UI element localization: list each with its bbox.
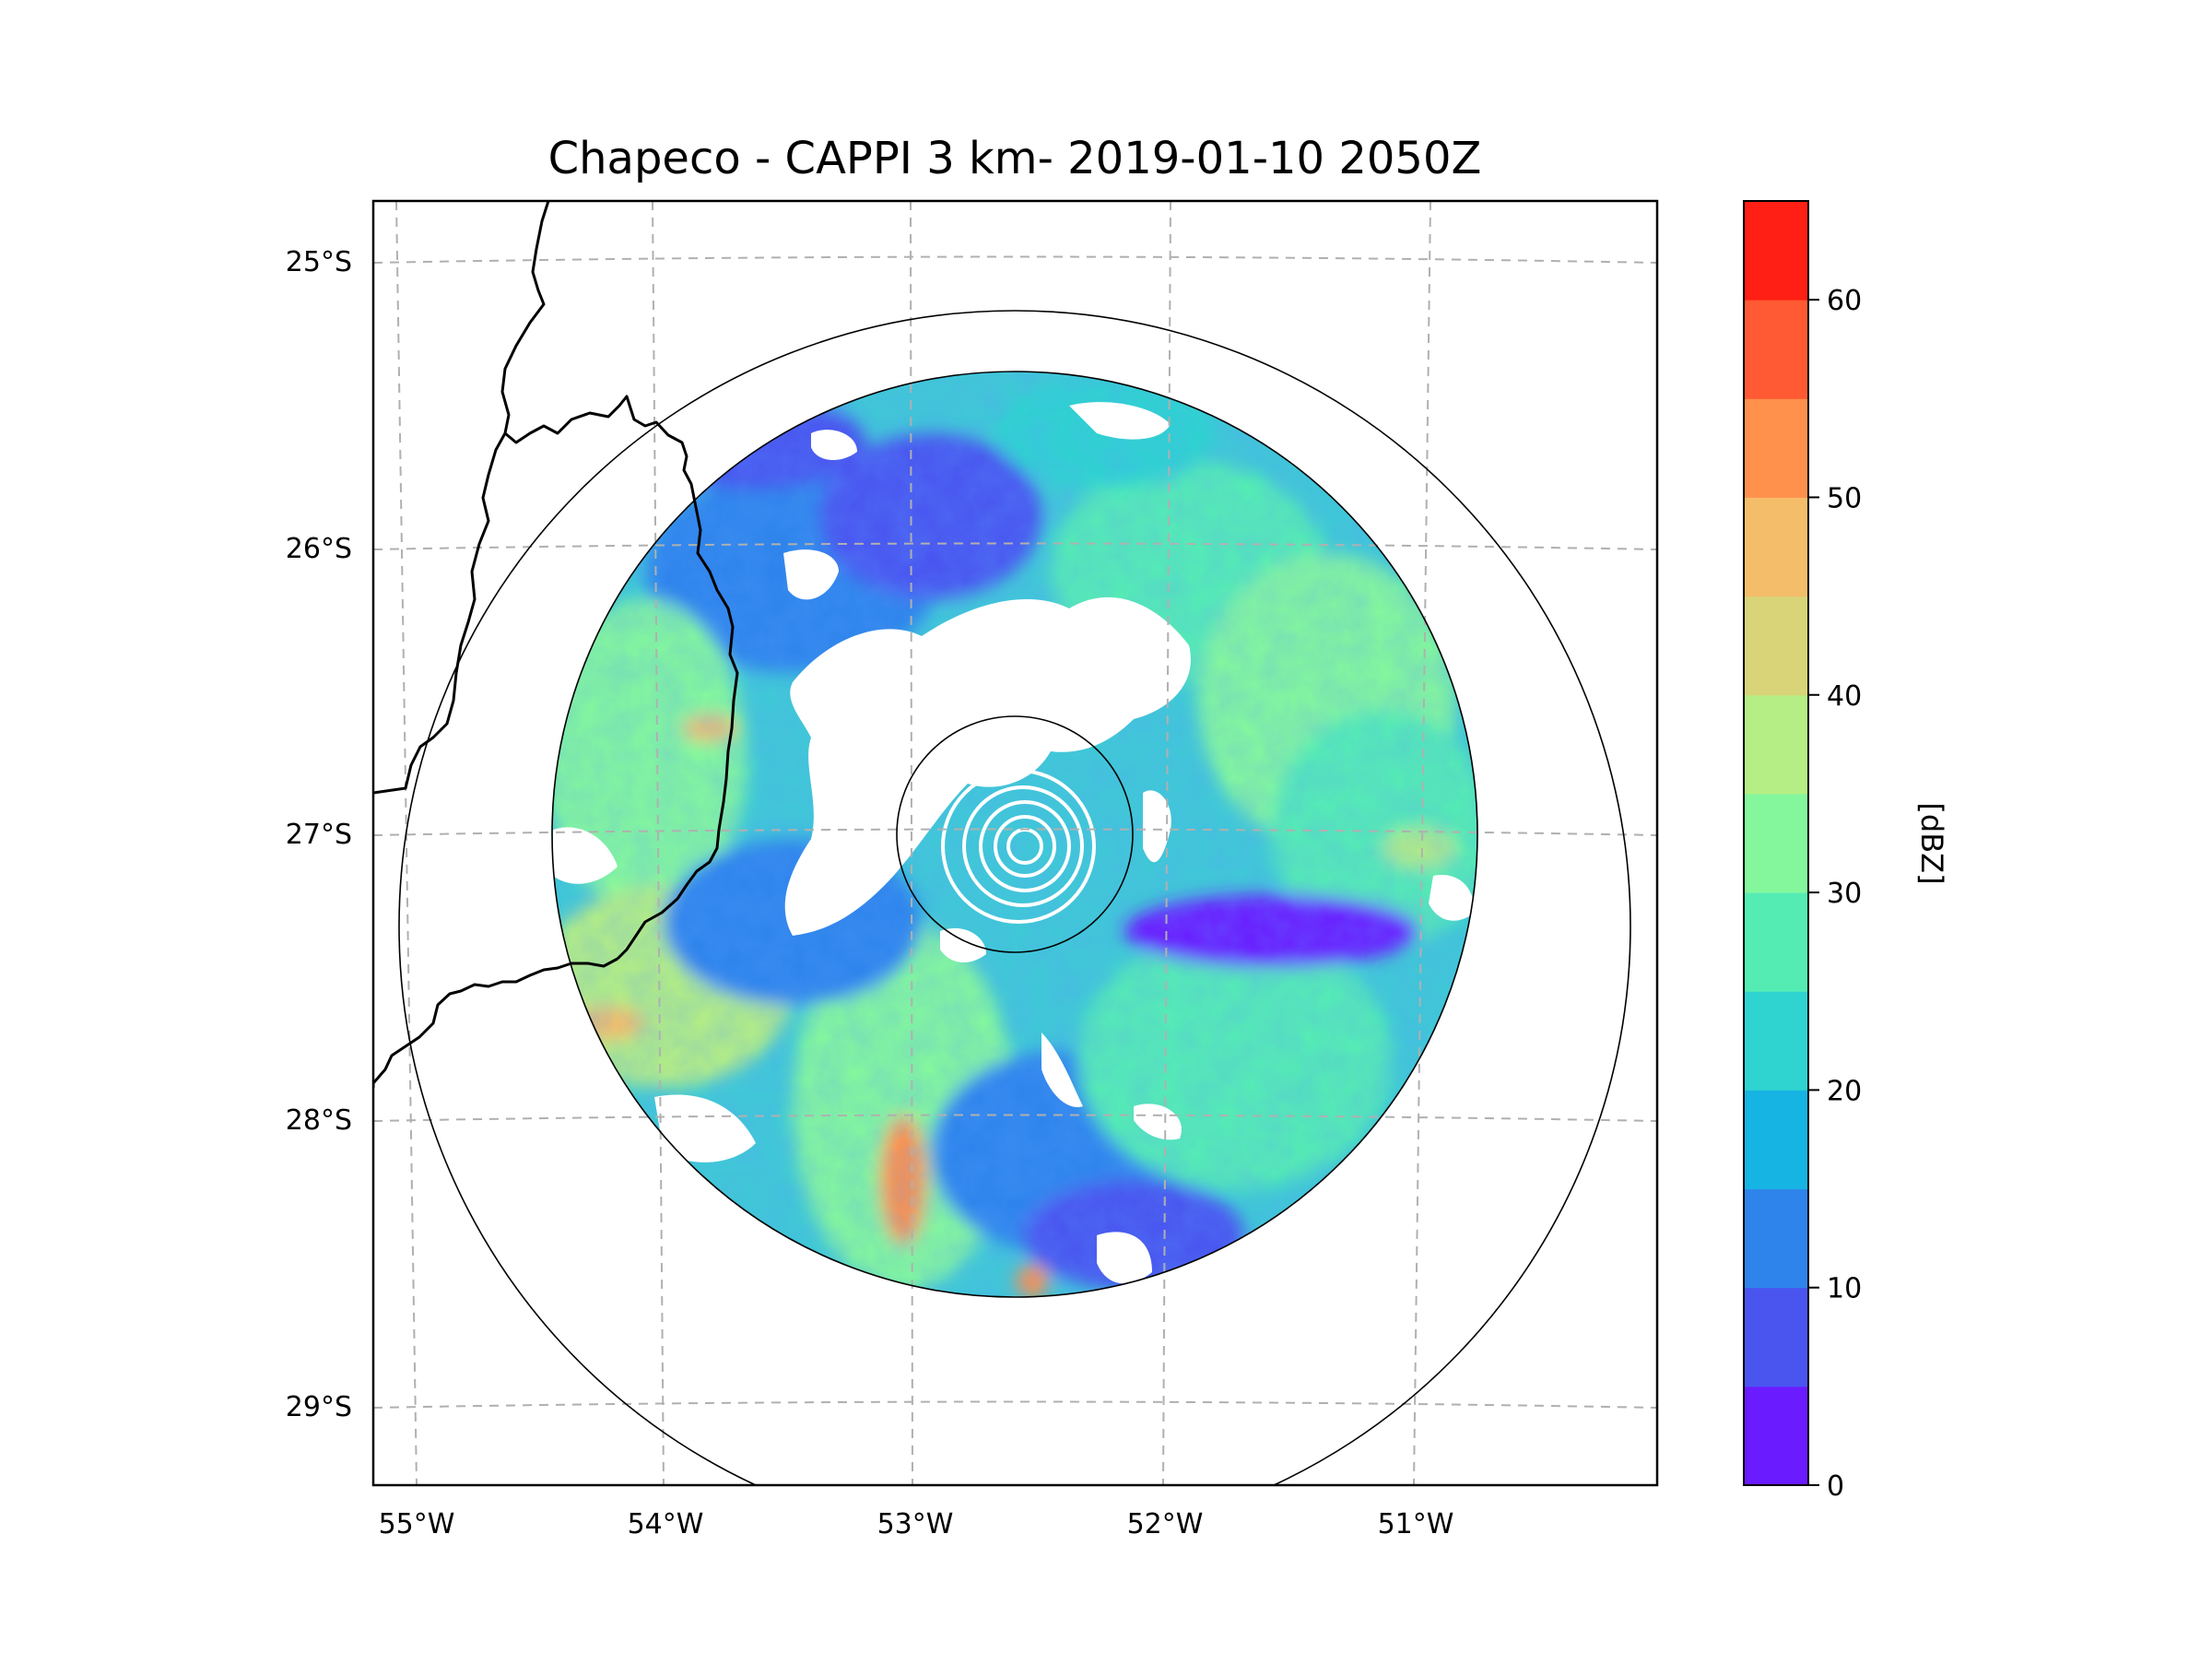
lat-label: 26°S	[286, 533, 352, 565]
parallel-28s	[373, 1114, 1657, 1122]
meridian-53w	[910, 201, 913, 1485]
parallel-25s	[373, 255, 1657, 264]
colorbar-bin	[1744, 201, 1808, 301]
colorbar-ticks: 0 10 20 30 40 50 60	[1808, 285, 1862, 1503]
colorbar-bin	[1744, 1386, 1808, 1486]
near-range-rings	[941, 769, 1096, 924]
colorbar-tick-label: 40	[1827, 680, 1862, 713]
colorbar-bin	[1744, 991, 1808, 1091]
border-argentina-paraguay	[373, 201, 550, 795]
colorbar-bins	[1744, 201, 1808, 1486]
lat-label: 28°S	[286, 1104, 352, 1137]
colorbar-tick-label: 0	[1827, 1470, 1844, 1503]
colorbar-bin	[1744, 596, 1808, 696]
parallel-27s	[373, 828, 1657, 836]
range-ring-outer	[398, 310, 1631, 1485]
colorbar-frame	[1743, 200, 1809, 1486]
colorbar: 0 10 20 30 40 50 60 [dBZ]	[1743, 200, 1949, 1503]
chart-title: Chapeco - CAPPI 3 km- 2019-01-10 2050Z	[548, 133, 1482, 184]
no-echo-regions	[553, 402, 1475, 1284]
border-parana-santa-catarina-north	[504, 395, 739, 961]
lat-label: 27°S	[286, 819, 352, 851]
colorbar-bin	[1744, 793, 1808, 893]
range-ring-middle	[551, 371, 1478, 1298]
graticule	[373, 201, 1657, 1485]
map-axes: 55°W 54°W 53°W 52°W 51°W 25°S 26°S 27°S …	[286, 199, 1659, 1540]
colorbar-tick-label: 50	[1827, 482, 1862, 514]
colorbar-bin	[1744, 1188, 1808, 1289]
colorbar-bin	[1744, 694, 1808, 795]
colorbar-bin	[1744, 1287, 1808, 1387]
colorbar-tick-label: 10	[1827, 1273, 1862, 1305]
lat-label: 29°S	[286, 1391, 352, 1423]
parallel-29s	[373, 1400, 1657, 1409]
range-ring-inner	[896, 715, 1134, 953]
political-borders	[373, 201, 739, 1088]
lat-label: 25°S	[286, 246, 352, 278]
map-panel	[373, 201, 1657, 1485]
parallel-26s	[373, 542, 1657, 550]
colorbar-tick-label: 60	[1827, 285, 1862, 317]
meridian-55w	[395, 201, 418, 1485]
meridian-51w	[1413, 201, 1431, 1485]
reflectivity-field	[552, 372, 1477, 1297]
lon-label: 55°W	[379, 1508, 455, 1540]
border-sc-rs-west	[373, 957, 618, 1084]
meridian-52w	[1162, 201, 1171, 1485]
colorbar-label: [dBZ]	[1914, 802, 1949, 884]
lon-label: 51°W	[1378, 1508, 1454, 1540]
longitude-labels: 55°W 54°W 53°W 52°W 51°W	[379, 1508, 1454, 1540]
colorbar-bin	[1744, 892, 1808, 992]
lon-label: 54°W	[628, 1508, 704, 1540]
colorbar-tick-label: 20	[1827, 1075, 1862, 1107]
colorbar-bin	[1744, 398, 1808, 498]
meridian-54w	[652, 201, 665, 1485]
lon-label: 52°W	[1127, 1508, 1204, 1540]
map-frame	[371, 199, 1659, 1487]
colorbar-bin	[1744, 300, 1808, 399]
latitude-labels: 25°S 26°S 27°S 28°S 29°S	[286, 246, 352, 1423]
colorbar-bin	[1744, 1090, 1808, 1190]
lon-label: 53°W	[877, 1508, 954, 1540]
colorbar-bin	[1744, 497, 1808, 597]
range-rings	[398, 310, 1631, 1485]
colorbar-tick-label: 30	[1827, 878, 1862, 910]
